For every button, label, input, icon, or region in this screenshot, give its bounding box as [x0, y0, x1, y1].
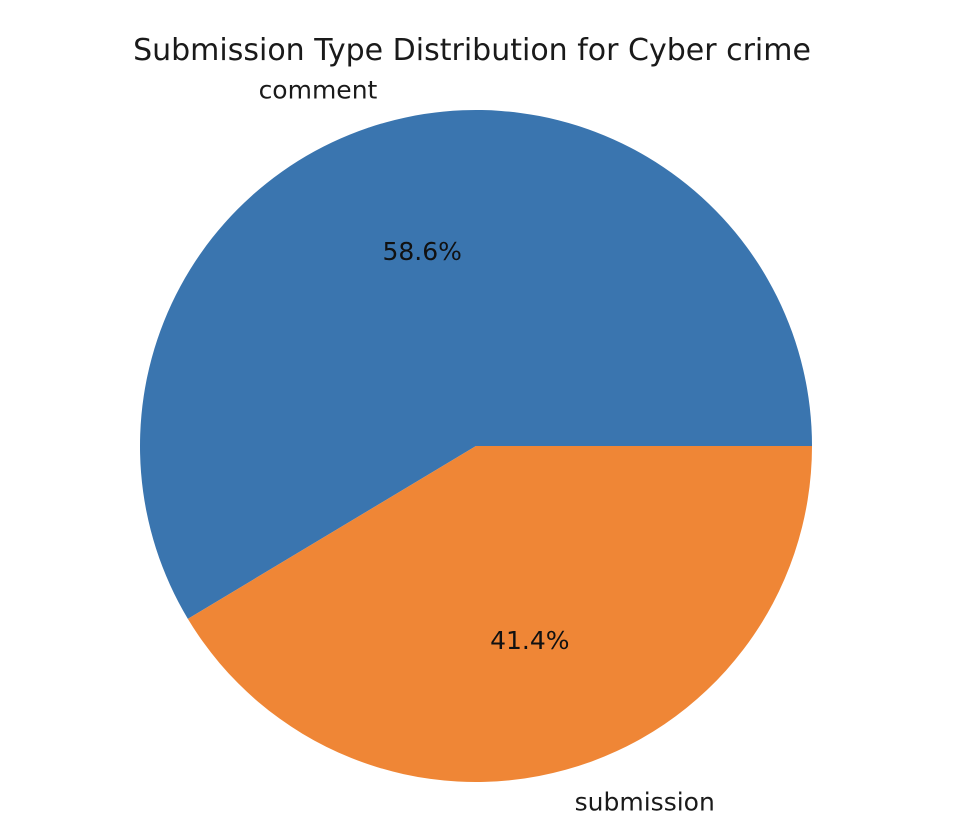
- pie-labels: 58.6% comment 41.4% submission: [259, 75, 715, 816]
- pie-slice-submission: [187, 446, 813, 783]
- pct-label-comment: 58.6%: [382, 237, 461, 266]
- category-label-comment: comment: [259, 75, 378, 104]
- category-label-submission: submission: [575, 788, 715, 817]
- chart-title: Submission Type Distribution for Cyber c…: [133, 33, 811, 68]
- pie-slices: [140, 110, 813, 783]
- pie-slice-comment: [140, 110, 812, 619]
- pct-label-submission: 41.4%: [490, 626, 569, 655]
